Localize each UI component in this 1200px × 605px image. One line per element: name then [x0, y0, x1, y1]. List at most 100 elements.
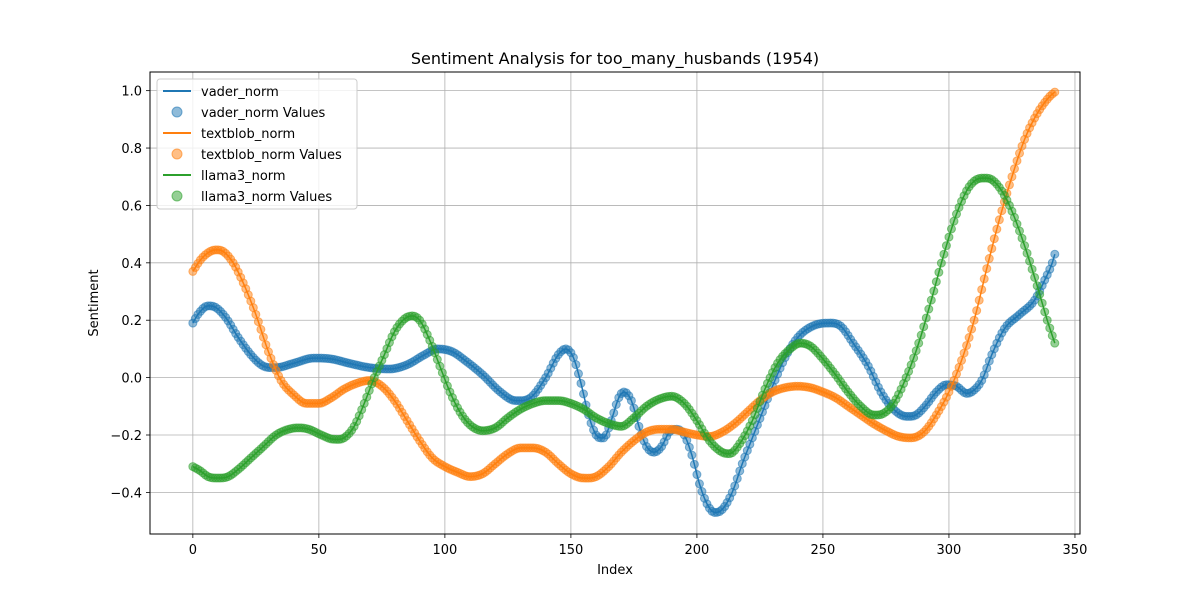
llama3_norm-point: [1030, 272, 1040, 282]
llama3_norm-point: [931, 277, 941, 287]
textblob_norm-point: [253, 317, 263, 327]
ticks: 0 50 100 150 200 250 300 350 −0.4 −0.2 0.0 0.2 0.4 0.…: [110, 85, 1087, 558]
llama3_norm-point: [1017, 233, 1027, 243]
textblob_norm-point: [979, 274, 989, 284]
llama3_norm-point: [1047, 331, 1057, 341]
llama3_norm-point: [1025, 256, 1035, 266]
llama3_norm-point: [926, 295, 936, 305]
llama3_norm-point: [946, 224, 956, 234]
x-tick-label: 250: [811, 543, 836, 558]
textblob_norm-point: [974, 295, 984, 305]
x-tick-label: 150: [558, 543, 583, 558]
llama3_norm-point: [939, 249, 949, 259]
x-tick-label: 0: [189, 543, 197, 558]
textblob_norm-point: [982, 264, 992, 274]
vader_norm-point: [694, 479, 704, 489]
vader_norm-point: [626, 396, 636, 406]
textblob_norm-point: [984, 254, 994, 264]
textblob_norm-point: [994, 215, 1004, 225]
vader_norm-point: [609, 408, 619, 418]
llama3_norm-point: [1040, 307, 1050, 317]
llama3_norm-point: [1045, 323, 1055, 333]
llama3_norm-point: [1022, 248, 1032, 258]
y-tick-label: 0.2: [121, 314, 142, 329]
vader_norm-point: [571, 360, 581, 370]
textblob_norm-point: [1050, 87, 1060, 97]
vader_norm-point: [732, 474, 742, 484]
series-vader_norm: [188, 249, 1060, 517]
series-llama3_norm: [188, 173, 1060, 483]
llama3_norm-point: [934, 267, 944, 277]
vader_norm-point: [1050, 249, 1060, 259]
llama3_norm-point: [914, 338, 924, 348]
legend-marker-textblob: [171, 148, 183, 160]
legend-label-textblob-values: textblob_norm Values: [201, 148, 342, 163]
y-axis-label: Sentiment: [87, 269, 102, 336]
y-tick-label: 0.4: [121, 257, 142, 272]
x-tick-label: 200: [684, 543, 709, 558]
textblob_norm-point: [967, 324, 977, 334]
llama3_norm-point: [944, 232, 954, 242]
textblob_norm-point: [962, 340, 972, 350]
vader_norm-point: [692, 470, 702, 480]
legend-label-textblob-line: textblob_norm: [201, 127, 295, 142]
textblob_norm-point: [959, 348, 969, 358]
legend: vader_norm vader_norm Values textblob_no…: [156, 78, 358, 210]
y-tick-label: −0.4: [110, 486, 142, 501]
textblob_norm-point: [1012, 156, 1022, 166]
legend-label-vader-line: vader_norm: [201, 85, 279, 100]
textblob_norm-point: [972, 306, 982, 316]
vader_norm-point: [689, 459, 699, 469]
legend-marker-llama3: [171, 190, 183, 202]
llama3_norm-point: [1027, 264, 1037, 274]
llama3_norm-point: [941, 241, 951, 251]
llama3_norm-point: [1037, 298, 1047, 308]
textblob_norm-point: [957, 355, 967, 365]
textblob_norm-point: [964, 333, 974, 343]
x-tick-label: 300: [937, 543, 962, 558]
textblob_norm-point: [258, 332, 268, 342]
llama3_norm-point: [1020, 241, 1030, 251]
textblob_norm-point: [987, 244, 997, 254]
llama3_norm-point: [1050, 338, 1060, 348]
plot-frame: [149, 71, 1081, 535]
vader_norm-point: [1047, 258, 1057, 268]
series-layer: [188, 87, 1060, 517]
llama3_norm-point: [916, 330, 926, 340]
legend-label-vader-values: vader_norm Values: [201, 106, 326, 121]
llama3_norm-point: [1032, 281, 1042, 291]
textblob_norm-point: [977, 285, 987, 295]
textblob_norm-point: [997, 206, 1007, 216]
y-tick-label: −0.2: [110, 429, 142, 444]
x-axis-label: Index: [597, 563, 633, 578]
y-tick-label: 0.6: [121, 199, 142, 214]
vader_norm-point: [576, 378, 586, 388]
vader_norm-point: [730, 481, 740, 491]
x-tick-label: 350: [1063, 543, 1088, 558]
legend-box: [156, 78, 358, 210]
y-tick-label: 1.0: [121, 85, 142, 100]
textblob_norm-point: [969, 315, 979, 325]
llama3_norm-point: [921, 313, 931, 323]
chart-title: Sentiment Analysis for too_many_husbands…: [411, 49, 819, 69]
x-tick-label: 50: [311, 543, 328, 558]
textblob_norm-point: [1009, 164, 1019, 174]
vader_norm-point: [687, 450, 697, 460]
llama3_norm-point: [919, 322, 929, 332]
vader_norm-point: [573, 369, 583, 379]
legend-label-llama3-values: llama3_norm Values: [201, 190, 332, 205]
llama3_norm-point: [929, 286, 939, 296]
textblob_norm-point: [1004, 180, 1014, 190]
llama3_norm-point: [1035, 289, 1045, 299]
llama3_norm-point: [924, 304, 934, 314]
series-textblob_norm: [188, 87, 1060, 483]
legend-label-llama3-line: llama3_norm: [201, 169, 286, 184]
x-tick-label: 100: [432, 543, 457, 558]
llama3_norm-point: [911, 346, 921, 356]
vader_norm-point: [579, 389, 588, 399]
vader_norm-line: [192, 254, 1056, 514]
textblob_norm-point: [256, 324, 266, 334]
y-tick-label: 0.0: [121, 372, 142, 387]
